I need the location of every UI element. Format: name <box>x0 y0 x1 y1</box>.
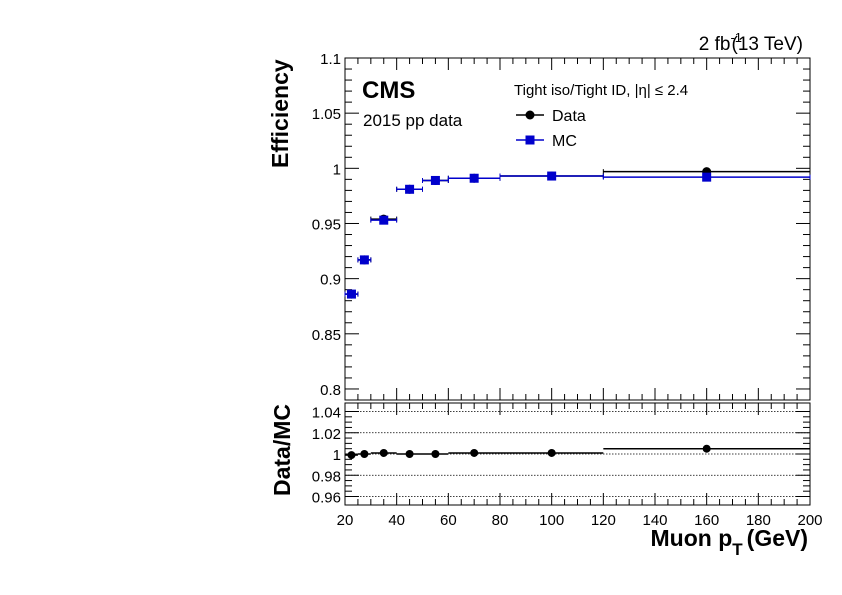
x-tick-label: 180 <box>746 512 771 529</box>
legend-mc-marker <box>525 135 535 145</box>
ratio-y-tick-label: 1.04 <box>312 405 341 422</box>
x-tick-label: 80 <box>492 512 509 529</box>
mc-point <box>379 215 389 225</box>
legend-data-label: Data <box>552 108 586 125</box>
ratio-panel-grid <box>345 411 810 497</box>
dataset-label: 2015 pp data <box>363 111 463 130</box>
ratio-point <box>547 448 556 457</box>
x-tick-label: 140 <box>642 512 667 529</box>
ratio-panel-marks <box>345 444 810 460</box>
x-axis-title-sub: T <box>732 540 743 559</box>
ratio-point <box>405 450 414 458</box>
ratio-point <box>431 450 440 458</box>
lumi-exponent: -1 <box>730 30 742 45</box>
ratio-y-tick-label: 0.98 <box>312 468 341 485</box>
y-axis-title-ratio: Data/MC <box>269 404 295 496</box>
mc-point <box>430 175 440 185</box>
top-y-tick-label: 0.9 <box>320 272 341 289</box>
top-y-tick-label: 0.85 <box>312 327 341 344</box>
top-y-tick-label: 0.95 <box>312 216 341 233</box>
top-panel-marks <box>344 167 811 299</box>
x-axis-title: Muon pT (GeV) <box>651 525 808 559</box>
mc-point <box>547 171 557 181</box>
x-tick-label: 200 <box>797 512 822 529</box>
ratio-point <box>702 444 711 453</box>
x-axis-title-unit: (GeV) <box>747 525 808 551</box>
lumi-value: 2 fb <box>699 34 731 55</box>
energy-label: (13 TeV) <box>732 34 803 55</box>
x-axis-title-main: Muon p <box>651 525 733 551</box>
ratio-point <box>470 448 479 457</box>
y-axis-title-efficiency: Efficiency <box>267 59 293 168</box>
top-panel-ticks: 0.8 0.85 0.9 0.95 1 1.05 1.1 <box>312 51 811 400</box>
legend: Data MC <box>516 108 586 150</box>
x-tick-label: 100 <box>539 512 564 529</box>
x-tick-label: 20 <box>337 512 354 529</box>
legend-mc-label: MC <box>552 133 577 150</box>
legend-data-marker <box>525 110 535 120</box>
ratio-y-tick-label: 0.96 <box>312 490 341 507</box>
top-y-tick-label: 1.05 <box>312 106 341 123</box>
x-tick-label: 40 <box>388 512 405 529</box>
ratio-y-tick-label: 1.02 <box>312 426 341 443</box>
x-axis-ticks: 20 40 60 80 100 120 140 160 180 200 <box>337 403 823 529</box>
ratio-point <box>360 450 369 458</box>
top-y-tick-label: 0.8 <box>320 382 341 399</box>
ratio-panel-ticks: 0.96 0.98 1 1.02 1.04 <box>312 405 810 507</box>
mc-point <box>346 289 356 299</box>
x-tick-label: 160 <box>694 512 719 529</box>
x-tick-label: 120 <box>591 512 616 529</box>
x-tick-label: 60 <box>440 512 457 529</box>
mc-point <box>469 173 479 183</box>
mc-point <box>702 172 712 182</box>
experiment-label: CMS <box>362 77 415 104</box>
mc-point <box>359 255 369 265</box>
ratio-point <box>379 448 388 457</box>
top-y-tick-label: 1 <box>333 161 341 178</box>
selection-label: Tight iso/Tight ID, |η| ≤ 2.4 <box>514 82 688 99</box>
ratio-point <box>347 451 356 460</box>
ratio-y-tick-label: 1 <box>333 447 341 464</box>
lumi-label: 2 fb-1 <box>699 30 742 55</box>
top-y-tick-label: 1.1 <box>320 51 341 68</box>
mc-point <box>405 184 415 194</box>
